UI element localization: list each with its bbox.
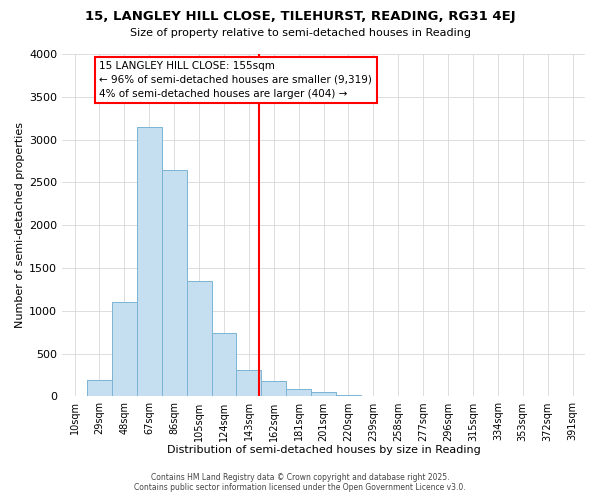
Text: Contains HM Land Registry data © Crown copyright and database right 2025.
Contai: Contains HM Land Registry data © Crown c… [134, 473, 466, 492]
Bar [112, 302, 137, 396]
Text: 15, LANGLEY HILL CLOSE, TILEHURST, READING, RG31 4EJ: 15, LANGLEY HILL CLOSE, TILEHURST, READI… [85, 10, 515, 23]
Bar [286, 389, 311, 396]
Bar [262, 382, 286, 396]
Text: 15 LANGLEY HILL CLOSE: 155sqm
← 96% of semi-detached houses are smaller (9,319)
: 15 LANGLEY HILL CLOSE: 155sqm ← 96% of s… [100, 61, 373, 99]
Bar [162, 170, 187, 396]
Y-axis label: Number of semi-detached properties: Number of semi-detached properties [15, 122, 25, 328]
Bar [187, 281, 212, 396]
Bar [336, 395, 361, 396]
Bar [236, 370, 262, 396]
Bar [137, 127, 162, 396]
Text: Size of property relative to semi-detached houses in Reading: Size of property relative to semi-detach… [130, 28, 470, 38]
Bar [212, 332, 236, 396]
Bar [87, 380, 112, 396]
Bar [311, 392, 336, 396]
X-axis label: Distribution of semi-detached houses by size in Reading: Distribution of semi-detached houses by … [167, 445, 481, 455]
